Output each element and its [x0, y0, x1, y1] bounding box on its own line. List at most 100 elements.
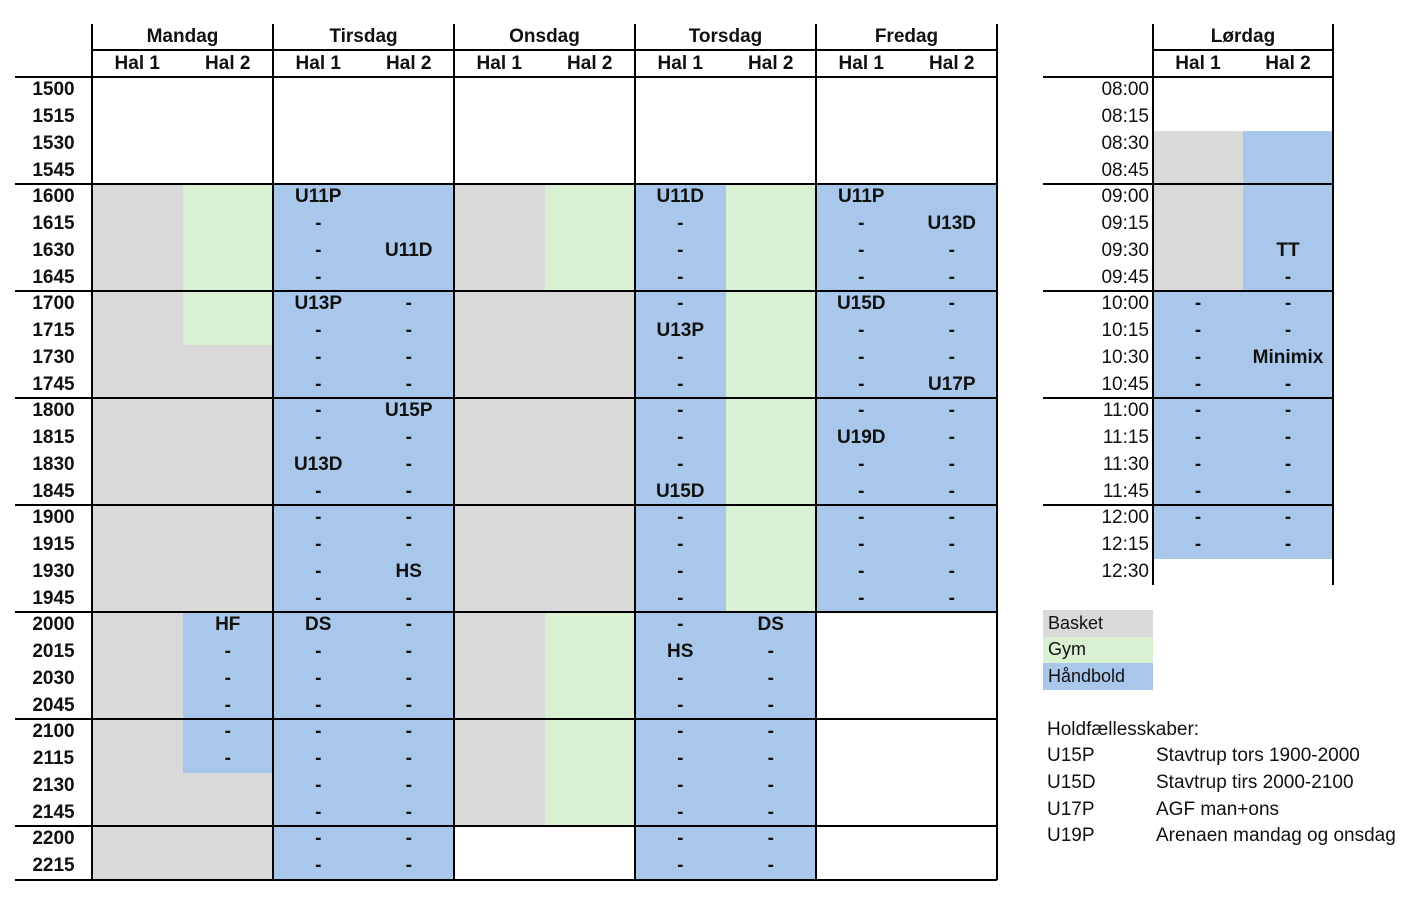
hour-line — [15, 397, 997, 399]
legend-haandbold: Håndbold — [1043, 663, 1153, 690]
hall-header: Hal 1 — [838, 52, 884, 74]
slot-dash: - — [224, 748, 231, 770]
time-label: 2045 — [32, 694, 75, 716]
slot-dash: - — [677, 373, 684, 395]
team-label: U11P — [295, 186, 342, 208]
time-label: 1645 — [32, 266, 75, 288]
slot-dash: - — [405, 828, 412, 850]
time-label: 1830 — [32, 453, 75, 475]
time-label: 10:15 — [1101, 320, 1149, 342]
time-label: 1545 — [32, 159, 75, 181]
time-label: 10:45 — [1101, 373, 1149, 395]
time-label: 1600 — [32, 186, 75, 208]
slot-dash: - — [315, 721, 322, 743]
slot-dash: - — [315, 400, 322, 422]
note-team: U19P — [1047, 825, 1095, 847]
slot-dash: - — [405, 774, 412, 796]
slot-dash: - — [1194, 293, 1202, 315]
hall-header: Hal 2 — [205, 52, 251, 74]
slot-dash: - — [948, 587, 955, 609]
slot-dash: - — [315, 266, 322, 288]
time-label: 1915 — [32, 534, 75, 556]
slot-dash: - — [948, 507, 955, 529]
header-bottom-line — [15, 76, 997, 78]
sat-hour-line — [1043, 504, 1333, 506]
team-label: HF — [215, 614, 241, 636]
slot-dash: - — [948, 480, 955, 502]
slot-dash: - — [1284, 534, 1292, 556]
time-label: 08:45 — [1101, 159, 1149, 181]
slot-dash: - — [315, 667, 322, 689]
sat-header-bottom-line — [1043, 76, 1333, 78]
block-haandbold — [182, 612, 273, 773]
day-divider — [91, 24, 93, 880]
time-label: 1615 — [32, 213, 75, 235]
slot-dash: - — [405, 507, 412, 529]
slot-dash: - — [858, 239, 865, 261]
slot-dash: - — [677, 266, 684, 288]
sat-block-haandbold — [1243, 130, 1333, 559]
slot-dash: - — [858, 213, 865, 235]
team-label: HS — [395, 560, 422, 582]
slot-dash: - — [858, 560, 865, 582]
slot-dash: - — [948, 560, 955, 582]
hall-header: Hal 1 — [1175, 52, 1221, 74]
slot-dash: - — [677, 828, 684, 850]
time-label: 2215 — [32, 855, 75, 877]
block-basket — [92, 184, 183, 880]
time-label: 1515 — [32, 106, 75, 128]
block-gym — [544, 184, 635, 291]
time-label: 11:45 — [1102, 480, 1149, 502]
slot-dash: - — [315, 346, 322, 368]
team-label: U11D — [384, 239, 433, 261]
slot-dash: - — [315, 855, 322, 877]
slot-dash: - — [405, 534, 412, 556]
slot-dash: - — [405, 320, 412, 342]
slot-dash: - — [948, 400, 955, 422]
slot-dash: - — [405, 587, 412, 609]
team-label: U11D — [656, 186, 705, 208]
hour-line — [15, 718, 997, 720]
time-label: 11:15 — [1102, 427, 1149, 449]
hour-line — [15, 290, 997, 292]
slot-dash: - — [948, 293, 955, 315]
slot-dash: - — [405, 453, 412, 475]
slot-dash: - — [948, 427, 955, 449]
sat-block-haandbold — [1153, 291, 1243, 559]
day-header: Fredag — [874, 26, 939, 47]
hall-header: Hal 1 — [657, 52, 703, 74]
slot-dash: - — [405, 721, 412, 743]
block-haandbold — [363, 184, 454, 880]
slot-dash: - — [858, 587, 865, 609]
time-label: 2200 — [32, 828, 75, 850]
hall-header: Hal 1 — [476, 52, 522, 74]
slot-dash: - — [1284, 480, 1292, 502]
grid-bottom-line — [15, 878, 997, 881]
slot-dash: - — [858, 373, 865, 395]
note-info: Stavtrup tors 1900-2000 — [1156, 745, 1360, 766]
hall-header: Hal 2 — [748, 52, 794, 74]
slot-dash: - — [315, 239, 322, 261]
slot-dash: - — [767, 748, 774, 770]
slot-dash: - — [405, 373, 412, 395]
slot-dash: - — [677, 774, 684, 796]
slot-dash: - — [315, 694, 322, 716]
time-label: 2145 — [32, 801, 75, 823]
slot-dash: - — [858, 320, 865, 342]
slot-dash: - — [315, 534, 322, 556]
slot-dash: - — [315, 641, 322, 663]
time-label: 1745 — [32, 373, 75, 395]
time-label: 2100 — [32, 721, 75, 743]
slot-dash: - — [1194, 400, 1202, 422]
hall-header: Hal 2 — [567, 52, 613, 74]
slot-dash: - — [1194, 507, 1202, 529]
slot-dash: - — [677, 748, 684, 770]
time-label: 1815 — [32, 427, 75, 449]
day-header: Torsdag — [688, 26, 763, 47]
slot-dash: - — [677, 213, 684, 235]
hall-header: Hal 1 — [295, 52, 341, 74]
time-label: 2000 — [32, 614, 75, 636]
time-label: 12:30 — [1101, 560, 1149, 582]
time-label: 1730 — [32, 346, 75, 368]
